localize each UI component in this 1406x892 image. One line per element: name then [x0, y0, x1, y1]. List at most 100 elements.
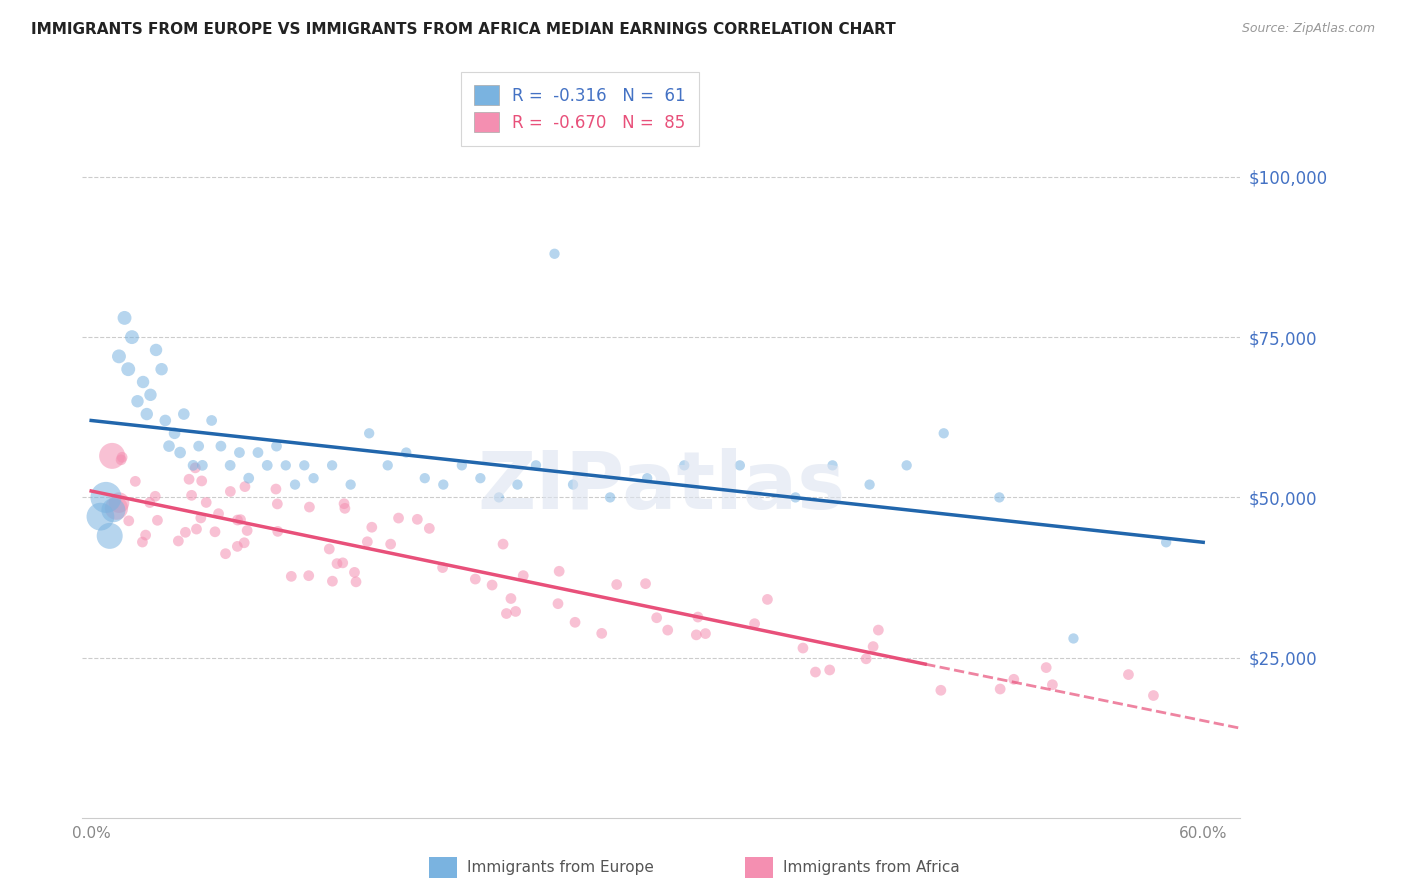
Point [266, 497, 288, 511]
Point [101, 449, 124, 463]
Point [108, 350, 131, 364]
Point [117, 362, 139, 376]
Point [499, 591, 522, 606]
Point [695, 626, 717, 640]
Point [387, 511, 409, 525]
Point [174, 525, 197, 540]
Point [298, 500, 321, 514]
Point [1154, 535, 1177, 549]
Point [858, 477, 880, 491]
Point [94, 491, 117, 505]
Point [432, 560, 454, 574]
Point [645, 611, 668, 625]
Point [226, 540, 249, 554]
Point [673, 458, 696, 473]
Point [219, 458, 242, 473]
Point [155, 413, 177, 427]
Point [744, 616, 766, 631]
Point [236, 524, 259, 538]
Point [139, 388, 162, 402]
Point [896, 458, 918, 473]
Point [343, 566, 366, 580]
Point [157, 439, 180, 453]
Point [804, 665, 827, 679]
Point [333, 501, 356, 516]
Point [339, 477, 361, 491]
Point [292, 458, 315, 473]
Point [591, 626, 613, 640]
Point [150, 362, 173, 376]
Point [685, 628, 707, 642]
Point [756, 592, 779, 607]
Point [1062, 632, 1084, 646]
Point [562, 477, 585, 491]
Point [233, 480, 256, 494]
Point [226, 513, 249, 527]
Point [988, 681, 1011, 696]
Point [929, 683, 952, 698]
Point [418, 521, 440, 535]
Point [204, 524, 226, 539]
Text: ZIPatlas: ZIPatlas [477, 448, 845, 525]
Point [190, 474, 212, 488]
Point [229, 513, 252, 527]
Point [1142, 689, 1164, 703]
Point [464, 572, 486, 586]
Point [728, 458, 751, 473]
Point [318, 541, 340, 556]
Point [1042, 678, 1064, 692]
Point [543, 247, 565, 261]
Point [818, 663, 841, 677]
Point [524, 458, 547, 473]
Point [103, 503, 125, 517]
Point [481, 578, 503, 592]
Point [1035, 660, 1057, 674]
Point [512, 568, 534, 582]
Point [228, 445, 250, 459]
Point [360, 520, 382, 534]
Point [359, 426, 381, 441]
Point [195, 495, 218, 509]
Point [333, 497, 356, 511]
Point [163, 426, 186, 441]
Point [135, 528, 157, 542]
Point [233, 535, 256, 549]
Point [186, 522, 208, 536]
Point [302, 471, 325, 485]
Point [932, 426, 955, 441]
Point [105, 501, 128, 516]
Point [634, 576, 657, 591]
Point [280, 569, 302, 583]
Point [686, 610, 709, 624]
Point [187, 439, 209, 453]
Text: IMMIGRANTS FROM EUROPE VS IMMIGRANTS FROM AFRICA MEDIAN EARNINGS CORRELATION CHA: IMMIGRANTS FROM EUROPE VS IMMIGRANTS FRO… [31, 22, 896, 37]
Point [89, 509, 111, 524]
Point [131, 535, 153, 549]
Point [246, 445, 269, 459]
Point [1002, 673, 1025, 687]
Text: Source: ZipAtlas.com: Source: ZipAtlas.com [1241, 22, 1375, 36]
Point [599, 491, 621, 505]
Point [274, 458, 297, 473]
Point [284, 477, 307, 491]
Point [380, 537, 402, 551]
Point [110, 452, 132, 467]
Point [201, 413, 224, 427]
Point [127, 394, 149, 409]
Point [326, 557, 349, 571]
Point [111, 450, 134, 465]
Point [356, 534, 378, 549]
Legend: R =  -0.316   N =  61, R =  -0.670   N =  85: R = -0.316 N = 61, R = -0.670 N = 85 [461, 71, 699, 145]
Point [505, 604, 527, 618]
Point [267, 524, 290, 539]
Point [184, 461, 207, 475]
Point [785, 491, 807, 505]
Point [495, 607, 517, 621]
Point [377, 458, 399, 473]
Point [506, 477, 529, 491]
Point [266, 439, 288, 453]
Point [657, 623, 679, 637]
Point [332, 556, 354, 570]
Point [108, 495, 131, 509]
Point [124, 475, 146, 489]
